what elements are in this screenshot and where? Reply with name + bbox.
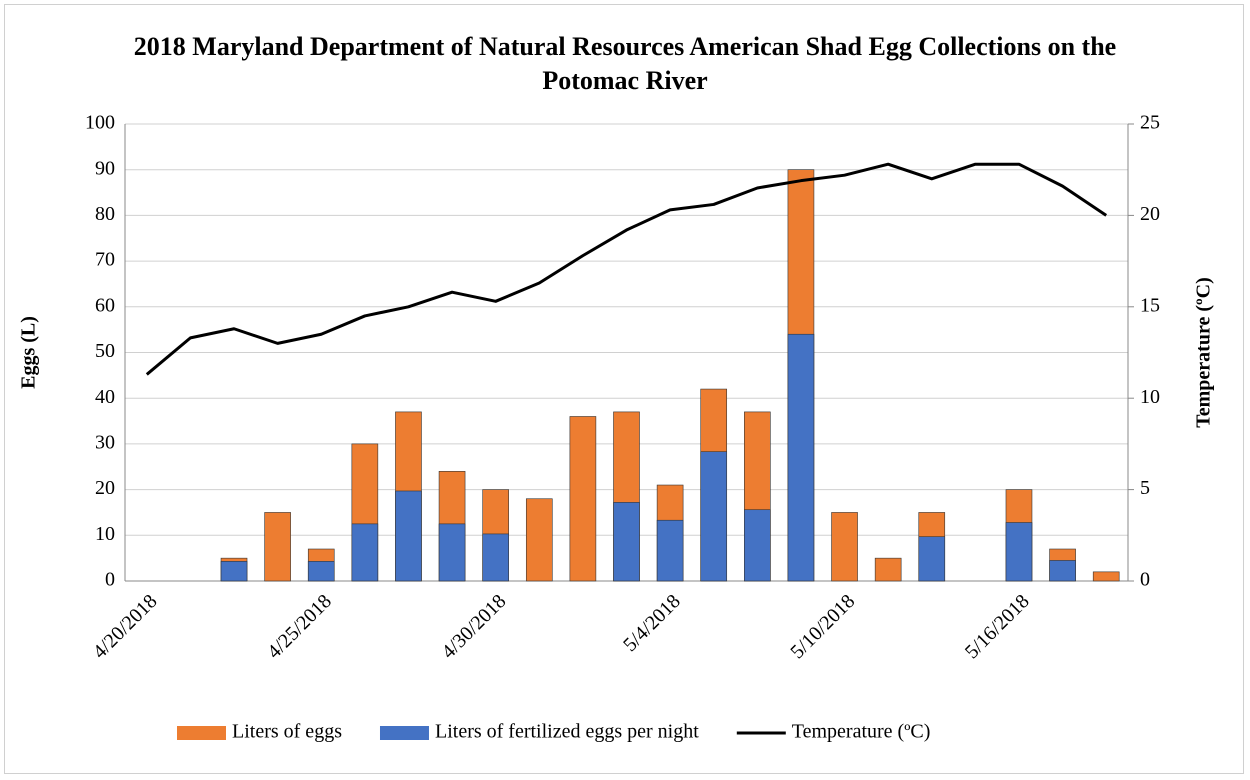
y-tick-label: 40 [95, 386, 115, 408]
y-tick-label: 90 [95, 157, 115, 179]
bar [1005, 522, 1033, 582]
y-tick-label: 50 [95, 340, 115, 362]
y-tick-label: 60 [95, 294, 115, 316]
x-tick-label: 4/25/2018 [263, 590, 336, 663]
x-tick-label: 5/16/2018 [961, 590, 1034, 663]
y-tick-label: 10 [95, 523, 115, 545]
bar [744, 509, 771, 582]
bar [351, 523, 379, 582]
legend-label: Liters of fertilized eggs per night [435, 721, 699, 743]
bar [307, 561, 335, 582]
bar [656, 519, 684, 582]
legend-label: Liters of eggs [232, 721, 342, 743]
y2-tick-label: 5 [1140, 477, 1150, 499]
bar [613, 502, 640, 582]
y-tick-label: 0 [105, 569, 115, 591]
bar [525, 498, 553, 582]
x-tick-label: 5/4/2018 [619, 590, 685, 656]
y2-tick-label: 10 [1140, 386, 1160, 408]
y2-tick-label: 25 [1140, 112, 1160, 134]
temperature-line [145, 162, 1108, 376]
bar [438, 523, 466, 582]
y-tick-label: 30 [95, 431, 115, 453]
y2-axis-label: Temperature (ºC) [1193, 277, 1215, 427]
bar [874, 557, 902, 582]
y2-tick-label: 0 [1140, 569, 1150, 591]
y-axis-label: Eggs (L) [18, 316, 40, 389]
y-tick-label: 80 [95, 203, 115, 225]
y-tick-label: 100 [85, 112, 115, 134]
chart-title: 2018 Maryland Department of Natural Reso… [133, 32, 1117, 95]
bar [220, 561, 248, 582]
bar [395, 490, 422, 582]
bar [918, 536, 946, 582]
bar [700, 451, 728, 582]
bar [1049, 560, 1076, 582]
legend-swatch [379, 726, 429, 740]
bar [482, 533, 509, 582]
x-tick-label: 4/20/2018 [89, 590, 162, 663]
bar [264, 512, 291, 582]
bar [831, 512, 858, 582]
y2-tick-label: 20 [1140, 203, 1160, 225]
bar [1092, 571, 1120, 582]
legend-label: Temperature (ºC) [792, 721, 931, 743]
y2-tick-label: 15 [1140, 294, 1160, 316]
y-tick-label: 70 [95, 249, 115, 271]
legend-swatch [177, 726, 226, 740]
bar [569, 416, 597, 582]
y-tick-label: 20 [95, 477, 115, 499]
x-tick-label: 4/30/2018 [438, 590, 511, 663]
x-tick-label: 5/10/2018 [786, 590, 859, 663]
chart-frame [4, 4, 1244, 774]
bar [787, 333, 815, 582]
